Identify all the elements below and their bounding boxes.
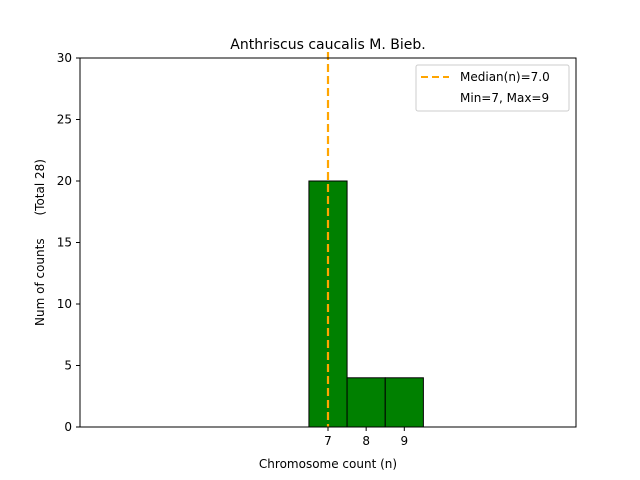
y-tick-label: 20 (57, 174, 72, 188)
x-ticks: 7 8 9 (324, 427, 408, 448)
legend: Median(n)=7.0 Min=7, Max=9 (415, 64, 570, 112)
y-tick-label: 15 (57, 236, 72, 250)
chart-title: Anthriscus caucalis M. Bieb. (230, 37, 425, 53)
x-tick-label: 7 (324, 434, 332, 448)
legend-entry-median: Median(n)=7.0 (460, 70, 550, 84)
legend-entry-range: Min=7, Max=9 (460, 91, 549, 105)
bars-group (308, 180, 424, 428)
legend-box (415, 64, 570, 112)
x-tick-label: 9 (400, 434, 408, 448)
bar-8 (346, 377, 386, 428)
y-tick-label: 25 (57, 113, 72, 127)
y-tick-label: 10 (57, 297, 72, 311)
y-tick-label: 5 (64, 359, 72, 373)
x-axis-label: Chromosome count (n) (259, 457, 397, 471)
bar-9 (384, 377, 424, 428)
y-tick-label: 30 (57, 51, 72, 65)
x-tick-label: 8 (362, 434, 370, 448)
y-ticks: 0 5 10 15 20 25 30 (57, 51, 80, 434)
y-axis-label: Num of counts (Total 28) (33, 159, 47, 326)
y-tick-label: 0 (64, 420, 72, 434)
